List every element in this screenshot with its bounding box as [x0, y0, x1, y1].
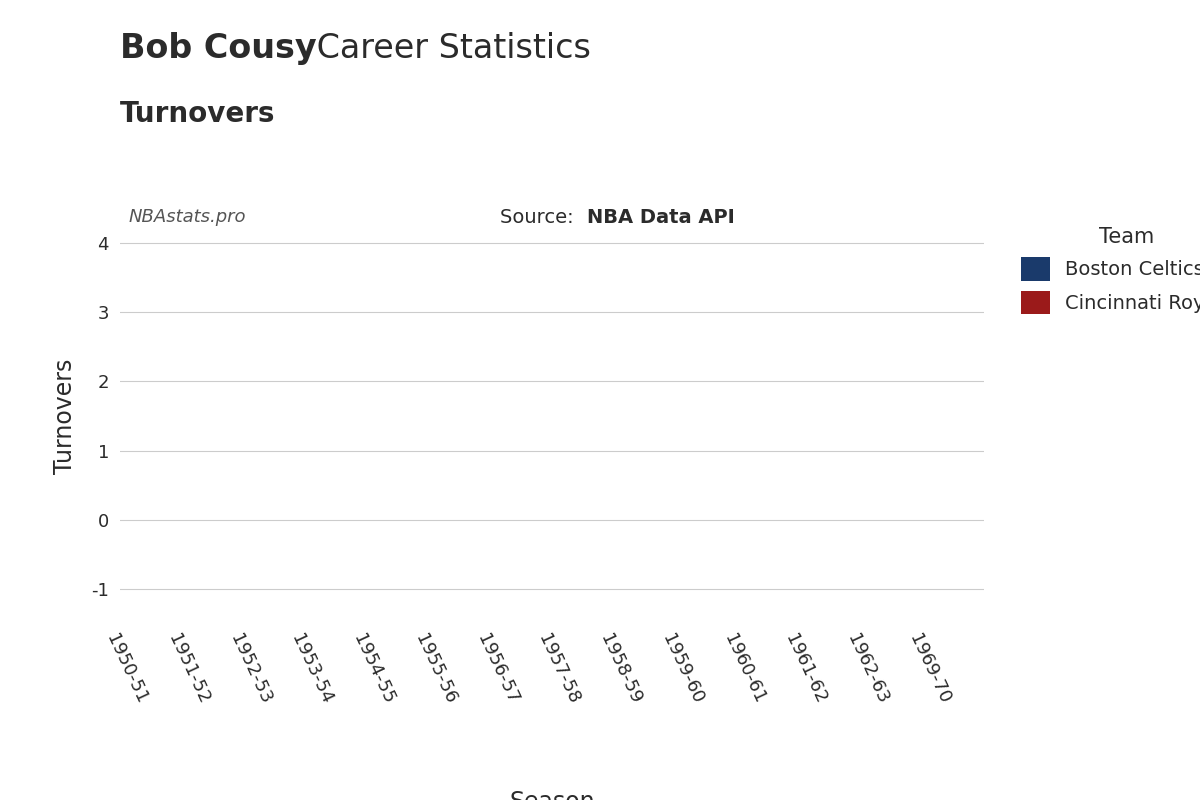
Text: Bob Cousy: Bob Cousy — [120, 32, 317, 65]
Text: Career Statistics: Career Statistics — [306, 32, 590, 65]
X-axis label: Season: Season — [509, 790, 595, 800]
Text: NBA Data API: NBA Data API — [587, 208, 734, 227]
Legend: Boston Celtics, Cincinnati Royals: Boston Celtics, Cincinnati Royals — [1012, 218, 1200, 324]
Text: NBAstats.pro: NBAstats.pro — [128, 208, 246, 226]
Text: Turnovers: Turnovers — [120, 100, 276, 128]
Y-axis label: Turnovers: Turnovers — [53, 358, 77, 474]
Text: Source:: Source: — [500, 208, 580, 227]
